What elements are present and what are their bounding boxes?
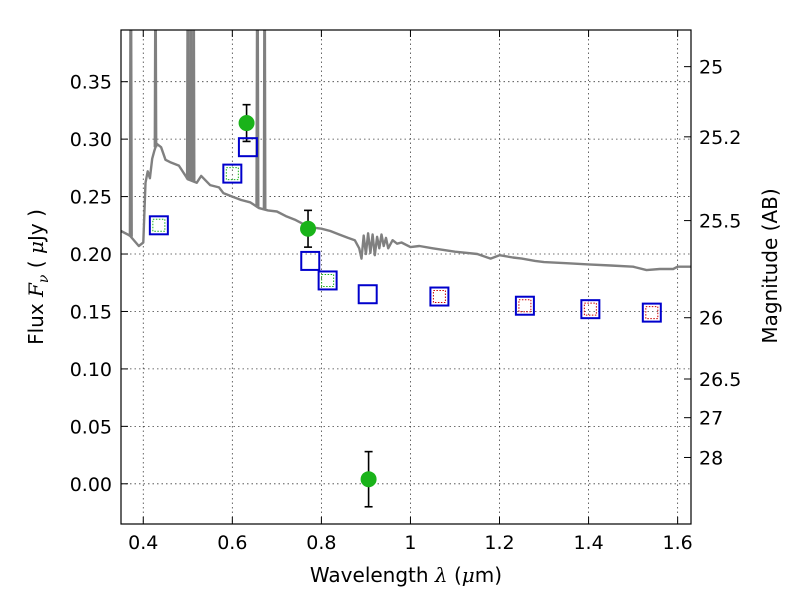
- observed-flux-point: [238, 115, 255, 132]
- model-flux-square: [300, 250, 321, 271]
- x-tick-label: 1.4: [573, 532, 603, 554]
- model-inner-square: [321, 273, 335, 287]
- axis-ticks: 0.4 0.6 0.8 1 1.2 1.4 1.6 0.00 0.05 0.10 0.15 0.20 0…: [70, 30, 741, 554]
- x-tick-label: 0.6: [217, 532, 247, 554]
- y-tick-label: 0.20: [70, 244, 112, 266]
- model-inner-square: [583, 302, 597, 316]
- emission-line: [188, 29, 193, 181]
- x-tick-label: 0.8: [306, 532, 336, 554]
- model-flux-square: [514, 295, 535, 316]
- y-tick-label: 0.00: [70, 474, 112, 496]
- y-tick-label: 0.15: [70, 301, 112, 323]
- emission-line: [128, 29, 133, 237]
- model-sed-line: [120, 142, 691, 272]
- x-axis-label: Wavelength λ (μm): [310, 563, 502, 587]
- magnitude-tick-label: 25: [699, 57, 723, 79]
- magnitude-axis-label: Magnitude (AB): [758, 188, 782, 343]
- grid: [121, 30, 691, 524]
- model-inner-square: [432, 290, 446, 304]
- model-flux-square: [222, 163, 243, 184]
- emission-line: [185, 29, 190, 180]
- emission-line: [153, 29, 158, 148]
- model-sed: [120, 29, 691, 272]
- magnitude-tick-label: 27: [699, 408, 723, 430]
- emission-line: [262, 29, 267, 210]
- magnitude-tick-label: 28: [699, 447, 723, 469]
- x-tick-label: 1.6: [663, 532, 693, 554]
- model-inner-square: [152, 218, 166, 232]
- model-inner-square: [225, 167, 239, 181]
- model-flux-square: [317, 270, 338, 291]
- y-tick-label: 0.35: [70, 72, 112, 94]
- emission-line: [255, 29, 260, 208]
- x-tick-label: 1: [404, 532, 416, 554]
- model-flux-square: [148, 215, 169, 236]
- data-points: [148, 103, 662, 508]
- y-tick-label: 0.10: [70, 359, 112, 381]
- y-tick-label: 0.25: [70, 187, 112, 209]
- x-tick-label: 1.2: [484, 532, 514, 554]
- magnitude-tick-label: 26: [699, 308, 723, 330]
- y-tick-label: 0.30: [70, 129, 112, 151]
- model-flux-square: [237, 137, 258, 158]
- model-flux-square: [641, 302, 662, 323]
- model-inner-square: [518, 299, 532, 313]
- magnitude-tick-label: 25.5: [699, 211, 741, 233]
- y-axis-label: Flux Fν ( μJy ): [24, 209, 52, 345]
- magnitude-tick-label: 26.5: [699, 369, 741, 391]
- observed-flux-point: [300, 220, 317, 237]
- y-tick-label: 0.05: [70, 416, 112, 438]
- observed-flux-point: [360, 471, 377, 488]
- model-flux-square: [357, 284, 378, 305]
- magnitude-tick-label: 25.2: [699, 127, 741, 149]
- model-flux-square: [429, 286, 450, 307]
- emission-line: [191, 29, 196, 182]
- model-flux-square: [580, 299, 601, 320]
- model-inner-square: [645, 306, 659, 320]
- plot-frame: [120, 29, 692, 525]
- x-tick-label: 0.4: [128, 532, 158, 554]
